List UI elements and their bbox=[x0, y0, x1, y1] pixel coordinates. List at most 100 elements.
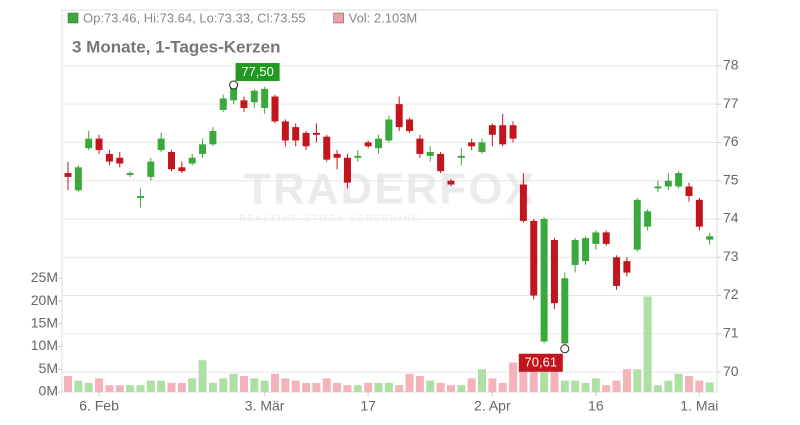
volume-bar bbox=[374, 382, 383, 392]
volume-bar bbox=[685, 376, 693, 392]
x-tick-label: 1. Mai bbox=[680, 398, 718, 414]
volume-bar bbox=[664, 380, 673, 392]
candle-body bbox=[375, 138, 382, 149]
watermark-sub: REALTIME STOCK SCREENING bbox=[239, 213, 421, 223]
candle-body bbox=[478, 142, 486, 153]
volume-bar bbox=[167, 382, 176, 392]
volume-bar bbox=[333, 382, 342, 392]
candle-body bbox=[95, 138, 103, 151]
candle-body bbox=[664, 180, 672, 187]
candle-body bbox=[685, 186, 693, 197]
y-tick-label: 72 bbox=[723, 286, 739, 302]
volume-bar bbox=[405, 373, 414, 392]
y-tick-label: 74 bbox=[723, 210, 739, 226]
candle-body bbox=[364, 142, 372, 147]
volume-bar bbox=[239, 376, 248, 392]
x-tick-label: 16 bbox=[588, 398, 604, 414]
volume-bar bbox=[146, 380, 155, 392]
volume-bar bbox=[560, 380, 569, 392]
volume-bar bbox=[571, 380, 580, 392]
volume-bar bbox=[208, 382, 217, 392]
candle-body bbox=[395, 104, 403, 128]
volume-bar bbox=[602, 385, 611, 392]
candle-body bbox=[675, 173, 683, 187]
candle-body bbox=[457, 155, 465, 158]
candle-body bbox=[64, 173, 72, 177]
annotation-box bbox=[518, 353, 563, 372]
legend-swatch bbox=[333, 12, 344, 24]
candle-body bbox=[240, 100, 248, 108]
volume-bar bbox=[136, 385, 145, 392]
volume-bar bbox=[540, 364, 549, 392]
candle-body bbox=[178, 167, 186, 172]
candle-body bbox=[157, 138, 165, 151]
annotation-label: 77,50 bbox=[241, 64, 274, 79]
volume-bar bbox=[643, 296, 652, 392]
x-tick-label: 2. Apr bbox=[474, 398, 511, 414]
volume-bar bbox=[291, 380, 300, 392]
candle-body bbox=[209, 130, 217, 145]
volume-bar bbox=[633, 369, 642, 392]
candle-body bbox=[230, 86, 238, 101]
volume-bar bbox=[478, 369, 486, 392]
chart-subtitle: 3 Monate, 1-Tages-Kerzen bbox=[72, 37, 280, 56]
candle-body bbox=[416, 138, 424, 154]
volume-bar bbox=[84, 382, 93, 392]
volume-bar bbox=[271, 373, 279, 392]
candle-body bbox=[695, 199, 703, 227]
candle-body bbox=[168, 152, 175, 170]
volume-bar bbox=[529, 360, 538, 392]
y-tick-label: 71 bbox=[723, 325, 739, 341]
annotation-box bbox=[235, 63, 280, 82]
volume-bar bbox=[674, 373, 683, 392]
volume-bar bbox=[302, 382, 311, 392]
volume-bar bbox=[488, 378, 497, 392]
candle-body bbox=[85, 138, 93, 149]
volume-bar bbox=[353, 385, 362, 392]
volume-bar bbox=[591, 378, 600, 392]
candle-body bbox=[323, 136, 331, 160]
candle-body bbox=[602, 232, 610, 244]
candle-body bbox=[519, 184, 527, 221]
volume-bar bbox=[281, 378, 290, 392]
legend-swatch bbox=[67, 12, 79, 24]
x-tick-label: 6. Feb bbox=[79, 398, 119, 414]
candle-body bbox=[199, 144, 207, 154]
volume-bar bbox=[415, 376, 424, 392]
volume-bar bbox=[157, 380, 166, 392]
candle-body bbox=[509, 125, 517, 139]
candle-body bbox=[271, 96, 279, 122]
candle-body bbox=[437, 153, 445, 172]
candle-body bbox=[654, 186, 662, 189]
candle-body bbox=[571, 240, 579, 265]
volume-bar bbox=[115, 385, 124, 392]
candle-body bbox=[706, 236, 714, 240]
volume-bar bbox=[364, 382, 373, 392]
volume-bar bbox=[695, 380, 704, 392]
candle-body bbox=[292, 127, 300, 141]
volume-bar bbox=[322, 378, 331, 392]
candle-body bbox=[592, 232, 600, 244]
y-tick-label: 76 bbox=[723, 133, 739, 149]
y2-tick-label: 25M bbox=[31, 269, 58, 285]
volume-bar bbox=[384, 382, 393, 392]
y2-tick-label: 20M bbox=[31, 292, 58, 308]
candle-body bbox=[281, 121, 289, 141]
candle-body bbox=[426, 152, 434, 156]
watermark: TRADERFOX bbox=[244, 165, 536, 214]
candle-body bbox=[105, 153, 113, 162]
annotation-marker bbox=[560, 344, 570, 354]
volume-bar bbox=[426, 380, 435, 392]
volume-bar bbox=[446, 385, 455, 392]
candle-body bbox=[147, 161, 155, 177]
candle-body bbox=[582, 238, 589, 262]
candle-body bbox=[219, 98, 227, 110]
candle-body bbox=[126, 173, 134, 175]
candle-body bbox=[136, 196, 144, 198]
candle-body bbox=[312, 132, 320, 135]
candle-body bbox=[561, 278, 569, 344]
candle-body bbox=[613, 257, 621, 286]
annotation-marker bbox=[229, 80, 239, 90]
annotation-label: 70,61 bbox=[525, 355, 558, 370]
volume-bar bbox=[581, 382, 590, 392]
